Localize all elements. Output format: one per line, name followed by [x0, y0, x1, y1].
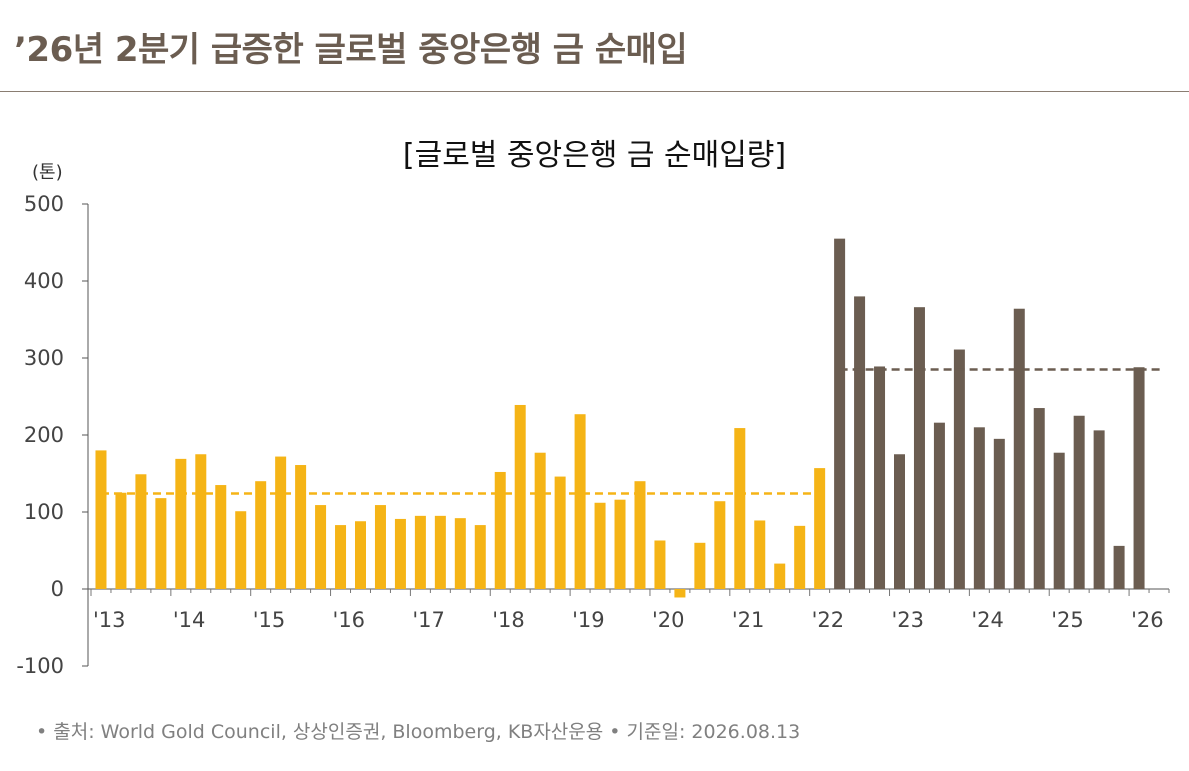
bar [1113, 545, 1125, 589]
bar [774, 563, 786, 589]
bar [993, 438, 1005, 589]
x-tick-label: '22 [812, 608, 845, 632]
bar [474, 525, 486, 589]
bar [394, 518, 406, 589]
chart-title: [글로벌 중앙은행 금 순매입량] [402, 138, 787, 173]
bar [195, 454, 207, 589]
y-tick-label: 400 [24, 269, 64, 293]
bar [614, 499, 626, 589]
bar [315, 505, 327, 589]
bar [235, 511, 247, 589]
bar [374, 505, 386, 589]
x-tick-label: '25 [1051, 608, 1084, 632]
bar [554, 476, 566, 589]
bar [814, 468, 826, 589]
bar [694, 542, 706, 589]
x-tick-label: '15 [253, 608, 286, 632]
bar [1013, 308, 1025, 589]
x-tick-label: '16 [333, 608, 366, 632]
bar [295, 465, 307, 589]
bar [754, 520, 766, 589]
bar [454, 518, 466, 589]
bar [674, 589, 686, 598]
axes: -100 0 100 200 300 400 500 '13 '14 '15 '16 '17 '18 '1… [16, 192, 1170, 678]
x-tick-label: '26 [1131, 608, 1164, 632]
y-tick-label: 200 [24, 423, 64, 447]
bar [973, 427, 985, 589]
bar [933, 422, 945, 589]
y-axis-unit-label: (톤) [32, 162, 63, 183]
x-tick-label: '23 [892, 608, 925, 632]
bar [1033, 408, 1045, 589]
bar [794, 525, 806, 589]
bar [634, 481, 646, 589]
x-tick-label: '24 [971, 608, 1004, 632]
x-tick-label: '19 [572, 608, 605, 632]
y-tick-label: 300 [24, 346, 64, 370]
bar [714, 501, 726, 589]
bar [654, 540, 666, 589]
bar [155, 498, 167, 589]
bar [874, 366, 886, 589]
title-divider [0, 91, 1189, 92]
bar [1073, 415, 1085, 589]
bar [734, 428, 746, 589]
source-note: • 출처: World Gold Council, 상상인증권, Bloombe… [36, 721, 801, 743]
bar [434, 515, 446, 589]
bar [215, 485, 227, 589]
bar [534, 452, 546, 589]
bar [894, 454, 905, 589]
x-tick-label: '20 [652, 608, 685, 632]
x-tick-label: '18 [492, 608, 525, 632]
bar [115, 492, 127, 589]
bar [913, 307, 925, 589]
bar [1053, 452, 1065, 589]
bar [1093, 430, 1105, 589]
y-tick-label: 100 [24, 500, 64, 524]
bar [95, 450, 107, 589]
bar [574, 414, 586, 589]
bar [255, 481, 267, 589]
x-tick-label: '21 [732, 608, 765, 632]
x-tick-label: '14 [173, 608, 206, 632]
bar [854, 296, 866, 589]
bars [95, 238, 1145, 598]
bar [953, 349, 965, 589]
y-tick-label: -100 [16, 654, 64, 678]
bar [594, 502, 606, 589]
bar [414, 515, 426, 589]
bar [135, 474, 147, 589]
bar [175, 458, 187, 589]
x-tick-label: '13 [93, 608, 126, 632]
bar [335, 525, 347, 589]
bar [514, 404, 526, 589]
page-title: ’26년 2분기 급증한 글로벌 중앙은행 금 순매입 [14, 30, 688, 70]
y-tick-label: 500 [24, 192, 64, 216]
bar [834, 238, 846, 589]
y-tick-label: 0 [51, 577, 64, 601]
x-tick-label: '17 [412, 608, 445, 632]
average-lines [100, 368, 1165, 495]
bar [275, 456, 287, 589]
bar [494, 471, 506, 589]
bar [1133, 367, 1145, 589]
bar [355, 521, 366, 589]
